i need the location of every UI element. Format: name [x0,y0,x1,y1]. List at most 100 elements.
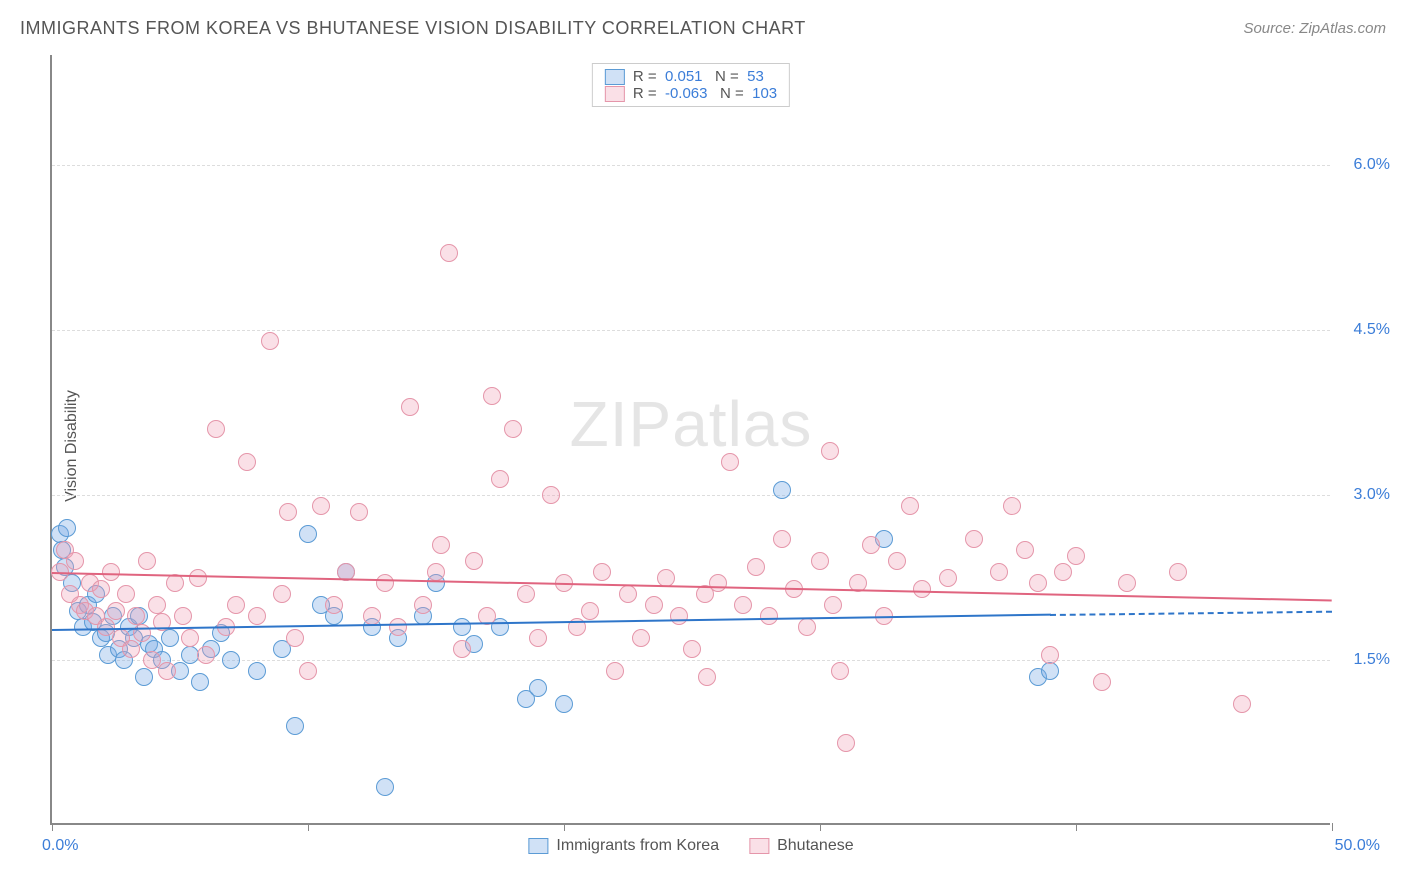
data-point [670,607,688,625]
data-point [427,563,445,581]
data-point [350,503,368,521]
data-point [191,673,209,691]
data-point [831,662,849,680]
data-point [632,629,650,647]
y-tick-label: 3.0% [1335,486,1390,504]
data-point [174,607,192,625]
data-point [92,580,110,598]
correlation-legend: R = 0.051 N = 53R = -0.063 N = 103 [592,63,790,107]
data-point [1003,497,1021,515]
plot-area: ZIPatlas R = 0.051 N = 53R = -0.063 N = … [50,55,1330,825]
chart-title: IMMIGRANTS FROM KOREA VS BHUTANESE VISIO… [20,18,806,39]
data-point [261,332,279,350]
data-point [279,503,297,521]
data-point [1093,673,1111,691]
data-point [376,574,394,592]
legend-item: Immigrants from Korea [528,837,719,855]
data-point [1169,563,1187,581]
data-point [773,530,791,548]
trend-line [52,572,1332,601]
data-point [66,552,84,570]
data-point [821,442,839,460]
data-point [363,607,381,625]
data-point [238,453,256,471]
gridline [52,660,1330,661]
data-point [1029,574,1047,592]
x-tick [308,823,309,831]
x-axis-max-label: 50.0% [1335,837,1380,855]
watermark: ZIPatlas [570,387,813,461]
data-point [862,536,880,554]
legend-row: R = -0.063 N = 103 [605,85,777,102]
data-point [299,662,317,680]
x-tick [564,823,565,831]
data-point [248,662,266,680]
data-point [504,420,522,438]
y-tick-label: 4.5% [1335,321,1390,339]
data-point [773,481,791,499]
data-point [619,585,637,603]
data-point [760,607,778,625]
data-point [542,486,560,504]
data-point [127,607,145,625]
data-point [1233,695,1251,713]
data-point [483,387,501,405]
data-point [432,536,450,554]
data-point [440,244,458,262]
data-point [798,618,816,636]
legend-stats: R = -0.063 N = 103 [633,85,777,102]
legend-swatch [749,838,769,854]
legend-series-name: Immigrants from Korea [556,837,719,855]
data-point [721,453,739,471]
data-point [376,778,394,796]
data-point [939,569,957,587]
data-point [161,629,179,647]
data-point [698,668,716,686]
data-point [389,618,407,636]
data-point [747,558,765,576]
data-point [227,596,245,614]
data-point [286,629,304,647]
legend-swatch [605,69,625,85]
x-axis-min-label: 0.0% [42,837,78,855]
data-point [273,585,291,603]
data-point [453,640,471,658]
data-point [683,640,701,658]
data-point [107,602,125,620]
data-point [965,530,983,548]
data-point [222,651,240,669]
data-point [529,679,547,697]
gridline [52,165,1330,166]
data-point [117,585,135,603]
data-point [312,497,330,515]
data-point [606,662,624,680]
data-point [148,596,166,614]
data-point [248,607,266,625]
legend-swatch [605,86,625,102]
data-point [657,569,675,587]
data-point [837,734,855,752]
data-point [133,624,151,642]
data-point [1041,662,1059,680]
data-point [990,563,1008,581]
y-tick-label: 1.5% [1335,651,1390,669]
legend-item: Bhutanese [749,837,854,855]
legend-swatch [528,838,548,854]
legend-series-name: Bhutanese [777,837,854,855]
data-point [888,552,906,570]
data-point [1054,563,1072,581]
data-point [517,585,535,603]
legend-row: R = 0.051 N = 53 [605,68,777,85]
data-point [414,596,432,614]
data-point [824,596,842,614]
data-point [901,497,919,515]
x-tick [820,823,821,831]
x-tick [1076,823,1077,831]
series-legend: Immigrants from Korea Bhutanese [528,837,853,855]
data-point [1067,547,1085,565]
data-point [197,646,215,664]
data-point [734,596,752,614]
data-point [581,602,599,620]
data-point [811,552,829,570]
data-point [593,563,611,581]
